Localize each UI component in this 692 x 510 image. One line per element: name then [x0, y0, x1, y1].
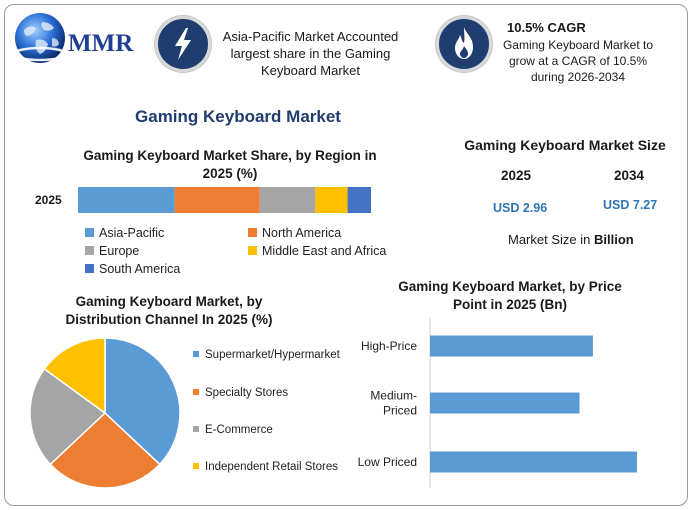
legend-swatch: [193, 389, 199, 395]
pie-slice-e-commerce: [29, 367, 107, 466]
market-size-year-2025: 2025: [501, 168, 532, 183]
distribution-chart-title: Gaming Keyboard Market, by Distribution …: [65, 294, 273, 327]
region-stacked-bar: [78, 187, 371, 213]
price-tick-label-medium-priced: Medium-Priced: [370, 389, 417, 418]
price-bar-low-priced: [430, 451, 637, 473]
market-size-value-2034: USD 7.27: [603, 198, 658, 212]
market-size-value-2025: USD 2.96: [493, 201, 548, 215]
region-legend-middle-east-and-africa: Middle East and Africa: [248, 244, 386, 258]
globe-icon: [12, 13, 68, 63]
market-size-note-unit: Billion: [593, 232, 634, 247]
pie-slice-specialty-stores: [49, 411, 161, 489]
market-size-note: Market Size in Billion: [508, 232, 634, 247]
legend-label: South America: [99, 262, 181, 276]
legend-swatch: [85, 264, 94, 273]
logo-text: MMR: [68, 30, 134, 57]
distribution-pie-chart: [29, 337, 181, 489]
legend-swatch: [193, 463, 199, 469]
region-legend-south-america: South America: [85, 262, 180, 276]
price-chart-title: Gaming Keyboard Market, by Price Point i…: [398, 279, 622, 312]
region-bar-segment-north-america: [174, 187, 260, 213]
region-bar-segment-middle-east-and-africa: [315, 187, 348, 213]
legend-swatch: [248, 228, 257, 237]
price-tick-label-high-price: High-Price: [361, 339, 417, 353]
highlight-asia-pacific: Asia-Pacific Market Accounted largest sh…: [222, 29, 399, 78]
legend-label: North America: [262, 226, 342, 240]
region-legend-europe: Europe: [85, 244, 139, 258]
lightning-bolt-icon: [155, 16, 211, 72]
region-bar-segment-europe: [259, 187, 316, 213]
pie-slice-independent-retail-stores: [43, 337, 106, 415]
page-title: Gaming Keyboard Market: [135, 107, 341, 126]
distribution-legend-specialty-stores: Specialty Stores: [193, 387, 288, 399]
market-size-title: Gaming Keyboard Market Size: [464, 137, 666, 153]
legend-label: Asia-Pacific: [99, 226, 165, 240]
legend-label: E-Commerce: [205, 424, 273, 436]
legend-label: Independent Retail Stores: [205, 461, 338, 473]
legend-swatch: [85, 228, 94, 237]
price-tick-label-low-priced: Low Priced: [358, 455, 417, 469]
distribution-legend-e-commerce: E-Commerce: [193, 424, 273, 436]
region-bar-segment-asia-pacific: [78, 187, 175, 213]
price-bar-high-price: [430, 335, 593, 357]
legend-swatch: [85, 246, 94, 255]
market-size-year-2034: 2034: [614, 168, 645, 183]
legend-swatch: [193, 351, 199, 357]
price-bar-medium-priced: [430, 392, 580, 414]
region-year-label: 2025: [35, 193, 62, 207]
distribution-legend-independent-retail-stores: Independent Retail Stores: [193, 461, 338, 473]
price-point-bar-chart: High-Price Medium-Priced Low Priced: [358, 318, 637, 488]
cagr-text: Gaming Keyboard Market to grow at a CAGR…: [502, 38, 654, 84]
legend-label: Europe: [99, 244, 140, 258]
pie-slice-supermarket-hypermarket: [104, 337, 181, 466]
flame-icon: [436, 16, 492, 72]
legend-label: Supermarket/Hypermarket: [205, 349, 340, 361]
distribution-legend-supermarket-hypermarket: Supermarket/Hypermarket: [193, 349, 340, 361]
cagr-title: 10.5% CAGR: [507, 20, 586, 35]
legend-swatch: [248, 246, 257, 255]
region-legend-asia-pacific: Asia-Pacific: [85, 226, 164, 240]
legend-label: Middle East and Africa: [262, 244, 387, 258]
region-legend-north-america: North America: [248, 226, 341, 240]
region-chart-title: Gaming Keyboard Market Share, by Region …: [83, 148, 377, 181]
legend-swatch: [193, 426, 199, 432]
market-size-note-prefix: Market Size in: [508, 232, 594, 247]
legend-label: Specialty Stores: [205, 387, 289, 399]
region-bar-segment-south-america: [347, 187, 371, 213]
